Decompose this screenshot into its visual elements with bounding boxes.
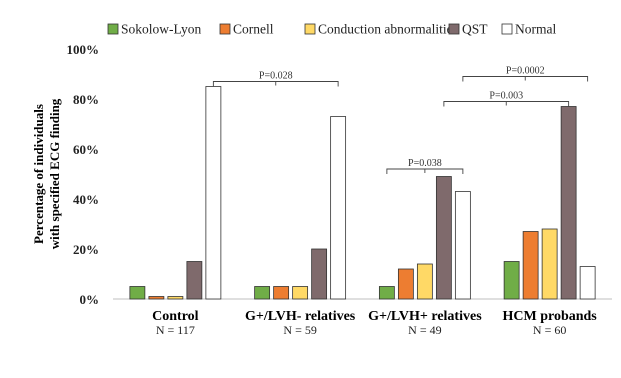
p-value-label: P=0.0002 bbox=[506, 66, 545, 77]
bar-normal bbox=[454, 191, 471, 300]
significance-annotations: P=0.028 P=0.038 P=0.003 P=0.0002 bbox=[212, 66, 589, 174]
p-value-label: P=0.003 bbox=[489, 91, 523, 102]
bar-group-0 bbox=[129, 86, 222, 300]
p-value-label: P=0.038 bbox=[408, 158, 442, 169]
legend-swatch bbox=[448, 23, 460, 35]
legend-swatch bbox=[107, 23, 119, 35]
bar-cornell bbox=[397, 268, 414, 300]
bar-normal bbox=[330, 116, 347, 300]
legend-label: Sokolow-Lyon bbox=[121, 22, 202, 37]
bar-sokolow-lyon bbox=[378, 286, 395, 300]
legend-item-sokolow-lyon: Sokolow-Lyon bbox=[107, 22, 202, 37]
y-axis-label-line: with specified ECG finding bbox=[47, 98, 62, 249]
legend-item-qst: QST bbox=[448, 22, 488, 37]
category-n-label: N = 59 bbox=[283, 323, 316, 337]
y-tick-label: 100% bbox=[67, 42, 100, 57]
bar-sokolow-lyon bbox=[254, 286, 271, 300]
category-label: G+/LVH+ relatives bbox=[368, 309, 482, 324]
bar-sokolow-lyon bbox=[503, 261, 520, 300]
y-tick-label: 20% bbox=[73, 242, 99, 257]
p-value-bracket: P=0.0002 bbox=[462, 66, 589, 82]
legend-label: Conduction abnormalities bbox=[318, 22, 458, 37]
category-label: G+/LVH- relatives bbox=[245, 309, 356, 324]
y-axis-label-line: Percentage of individuals bbox=[31, 104, 46, 244]
p-value-bracket: P=0.038 bbox=[386, 158, 464, 174]
bar-cornell bbox=[148, 296, 165, 300]
y-axis-label: Percentage of individualswith specified … bbox=[31, 98, 62, 249]
category-n-label: N = 117 bbox=[156, 323, 195, 337]
legend-swatch bbox=[304, 23, 316, 35]
bars bbox=[129, 86, 596, 300]
bar-qst bbox=[560, 106, 577, 300]
y-tick-label: 60% bbox=[73, 142, 99, 157]
bar-sokolow-lyon bbox=[129, 286, 146, 300]
legend-item-cornell: Cornell bbox=[219, 22, 274, 37]
bar-group-3 bbox=[503, 106, 596, 300]
bar-normal bbox=[579, 266, 596, 300]
bar-group-2 bbox=[378, 176, 471, 300]
legend-item-normal: Normal bbox=[501, 22, 556, 37]
bar-normal bbox=[205, 86, 222, 300]
bar-qst bbox=[186, 261, 203, 300]
legend-swatch bbox=[219, 23, 231, 35]
legend-label: Normal bbox=[515, 22, 556, 37]
bar-qst bbox=[311, 248, 328, 300]
y-tick-label: 0% bbox=[80, 292, 100, 307]
bar-qst bbox=[435, 176, 452, 300]
bar-conduction-abnormalities bbox=[541, 228, 558, 300]
legend-item-conduction-abnormalities: Conduction abnormalities bbox=[304, 22, 458, 37]
chart-legend: Sokolow-Lyon Cornell Conduction abnormalit… bbox=[107, 22, 556, 37]
bar-cornell bbox=[273, 286, 290, 300]
category-n-label: N = 60 bbox=[533, 323, 566, 337]
legend-swatch bbox=[501, 23, 513, 35]
bar-conduction-abnormalities bbox=[292, 286, 309, 300]
p-value-label: P=0.028 bbox=[259, 71, 293, 82]
bar-group-1 bbox=[254, 116, 347, 300]
bar-cornell bbox=[522, 231, 539, 300]
legend-label: QST bbox=[462, 22, 488, 37]
category-n-label: N = 49 bbox=[408, 323, 441, 337]
p-value-bracket: P=0.028 bbox=[212, 71, 339, 87]
legend-label: Cornell bbox=[233, 22, 274, 37]
bar-conduction-abnormalities bbox=[416, 263, 433, 300]
p-value-bracket: P=0.003 bbox=[443, 91, 570, 107]
y-tick-label: 40% bbox=[73, 192, 99, 207]
category-label: Control bbox=[152, 309, 199, 324]
bar-conduction-abnormalities bbox=[167, 296, 184, 300]
y-tick-label: 80% bbox=[73, 92, 99, 107]
category-label: HCM probands bbox=[502, 309, 597, 324]
